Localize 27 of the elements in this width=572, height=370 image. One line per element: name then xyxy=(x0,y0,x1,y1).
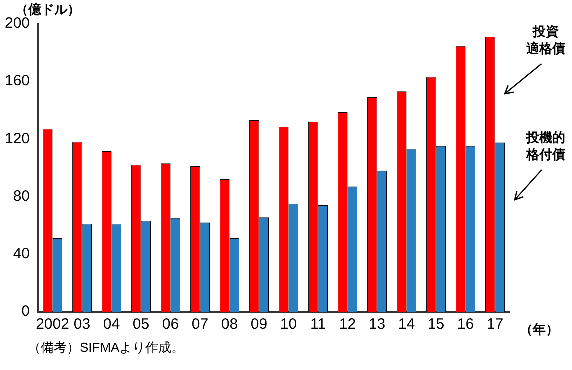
x-tick-label: 09 xyxy=(250,316,268,334)
y-tick-label: 40 xyxy=(13,246,30,263)
x-tick-label: 13 xyxy=(368,316,386,334)
x-tick-label: 05 xyxy=(132,316,150,334)
y-axis-title: （億ドル） xyxy=(16,2,81,17)
y-tick-label: 200 xyxy=(4,15,30,32)
x-axis-title: （年） xyxy=(520,322,559,337)
x-tick-label: 15 xyxy=(428,316,445,334)
x-tick-label: 12 xyxy=(339,316,356,334)
x-tick-label: 10 xyxy=(280,316,298,334)
x-tick-label: 17 xyxy=(486,316,504,334)
x-tick-label: 03 xyxy=(74,316,91,334)
x-tick-label: 07 xyxy=(192,316,209,334)
x-tick-label: 08 xyxy=(221,316,238,334)
y-tick-label: 160 xyxy=(4,72,30,90)
series-label: 投機的格付債 xyxy=(526,130,566,162)
text: （備考）SIFMAより作成。 xyxy=(28,340,185,355)
x-tick-label: 04 xyxy=(103,316,120,334)
x-tick-label: 11 xyxy=(310,316,326,334)
y-tick-label: 80 xyxy=(13,188,30,205)
x-tick-label: 16 xyxy=(457,316,474,334)
y-tick-label: 120 xyxy=(4,130,30,148)
x-tick-label: 14 xyxy=(398,316,416,334)
x-tick-label: 2002 xyxy=(36,316,70,334)
text: 投資適格債 xyxy=(526,24,566,56)
x-tick-label: 06 xyxy=(162,316,180,334)
y-tick-label: 0 xyxy=(22,303,30,320)
